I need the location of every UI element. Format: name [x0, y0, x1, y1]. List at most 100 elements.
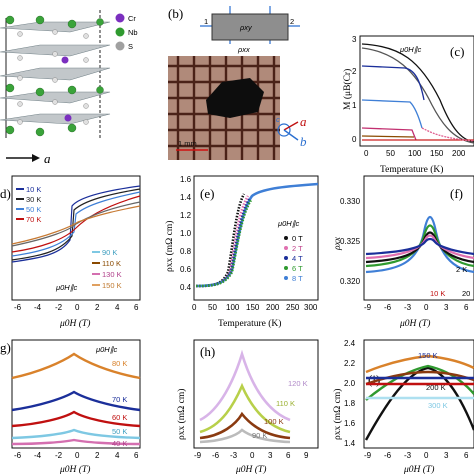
svg-text:-2: -2 — [55, 451, 63, 460]
legend-nb: Nb — [128, 28, 138, 37]
svg-text:30 K: 30 K — [26, 195, 41, 204]
svg-text:-9: -9 — [194, 451, 202, 460]
svg-text:300 K: 300 K — [428, 401, 448, 410]
panel-a-crystal: a Cr Nb S — [0, 10, 138, 166]
svg-text:3: 3 — [444, 303, 449, 312]
svg-text:0: 0 — [75, 303, 80, 312]
panel-e-ylabel: ρxx (mΩ cm) — [164, 221, 175, 272]
svg-text:110 K: 110 K — [102, 259, 121, 268]
svg-text:150: 150 — [430, 149, 444, 158]
svg-text:1.0: 1.0 — [180, 229, 192, 238]
panel-i-mr: (i) ρxx (mΩ cm) μ0H (T) -9 -6 -3 0 3 6 1… — [332, 339, 474, 474]
svg-text:1.4: 1.4 — [180, 193, 192, 202]
svg-text:4: 4 — [115, 303, 120, 312]
svg-text:50 K: 50 K — [112, 427, 127, 436]
svg-text:-6: -6 — [384, 303, 392, 312]
svg-text:70 K: 70 K — [112, 395, 127, 404]
svg-text:6: 6 — [134, 451, 139, 460]
svg-text:300: 300 — [304, 303, 318, 312]
svg-text:9: 9 — [304, 451, 309, 460]
legend-s: S — [128, 42, 133, 51]
panel-c-label: (c) — [450, 44, 464, 59]
svg-text:0: 0 — [424, 303, 429, 312]
svg-text:0.8: 0.8 — [180, 247, 192, 256]
svg-text:6: 6 — [286, 451, 291, 460]
svg-text:1.8: 1.8 — [344, 399, 356, 408]
svg-text:-3: -3 — [404, 303, 412, 312]
svg-text:70 K: 70 K — [26, 215, 41, 224]
svg-text:50: 50 — [386, 149, 395, 158]
svg-text:c: c — [276, 115, 280, 124]
svg-text:1.2: 1.2 — [180, 211, 192, 220]
svg-text:3: 3 — [352, 35, 357, 44]
legend-cr: Cr — [128, 14, 136, 23]
svg-text:6 T: 6 T — [292, 264, 303, 273]
svg-text:50 K: 50 K — [26, 205, 41, 214]
svg-text:10 K: 10 K — [26, 185, 41, 194]
svg-text:2: 2 — [95, 303, 100, 312]
svg-text:90 K: 90 K — [102, 248, 117, 257]
panel-g-xlabel: μ0H (T) — [59, 464, 90, 474]
svg-text:-3: -3 — [404, 451, 412, 460]
svg-text:0.325: 0.325 — [340, 237, 361, 246]
svg-text:0.4: 0.4 — [180, 283, 192, 292]
panel-b-device: (b) 1 2 ρxy ρxx 1 mm a b c — [168, 6, 307, 160]
svg-text:b: b — [300, 134, 307, 149]
svg-text:-3: -3 — [230, 451, 238, 460]
svg-text:1.6: 1.6 — [180, 175, 192, 184]
svg-text:-2: -2 — [55, 303, 63, 312]
svg-text:10 K: 10 K — [430, 289, 445, 298]
svg-text:6: 6 — [134, 303, 139, 312]
svg-text:1: 1 — [352, 101, 357, 110]
svg-text:2: 2 — [352, 67, 357, 76]
svg-text:2.2: 2.2 — [344, 359, 356, 368]
rho-xy-label: ρxy — [239, 23, 253, 32]
svg-text:-9: -9 — [364, 303, 372, 312]
panel-e-label: (e) — [200, 186, 214, 201]
panel-f-label: (f) — [450, 186, 463, 201]
svg-text:2: 2 — [290, 17, 294, 26]
svg-text:μ0H∥c: μ0H∥c — [277, 219, 299, 228]
panel-g-label: g) — [0, 340, 11, 355]
svg-text:100: 100 — [226, 303, 240, 312]
svg-text:0: 0 — [352, 135, 357, 144]
panel-f-ylabel: ρxx — [333, 236, 343, 251]
svg-text:130 K: 130 K — [102, 270, 122, 279]
panel-h-mr: (h) ρxx (mΩ cm) μ0H (T) -9 -6 -3 0 3 6 9… — [176, 339, 319, 474]
svg-text:μ0H∥c: μ0H∥c — [95, 345, 117, 354]
panel-e-xlabel: Temperature (K) — [218, 318, 281, 329]
panel-f-xlabel: μ0H (T) — [399, 318, 430, 329]
svg-text:0: 0 — [75, 451, 80, 460]
svg-text:40 K: 40 K — [112, 439, 127, 448]
svg-text:μ0H∥c: μ0H∥c — [399, 45, 421, 54]
svg-text:0: 0 — [424, 451, 429, 460]
svg-text:80 K: 80 K — [112, 359, 127, 368]
svg-text:1.6: 1.6 — [344, 419, 356, 428]
svg-text:-9: -9 — [364, 451, 372, 460]
svg-text:-6: -6 — [384, 451, 392, 460]
panel-b-label: (b) — [168, 6, 183, 21]
panel-d-hall: d) μ0H∥c μ0H (T) -6 -4 -2 0 2 4 6 10 K 3… — [0, 175, 141, 329]
svg-text:90 K: 90 K — [252, 431, 267, 440]
svg-text:3: 3 — [444, 451, 449, 460]
svg-text:a: a — [300, 114, 307, 129]
svg-text:μ0H∥c: μ0H∥c — [55, 283, 77, 292]
panel-c-ylabel: M (μB(Cr) — [342, 69, 353, 110]
panel-d-label: d) — [0, 186, 11, 201]
svg-text:110 K: 110 K — [276, 399, 295, 408]
svg-text:200: 200 — [452, 149, 466, 158]
svg-text:100 K: 100 K — [264, 417, 284, 426]
svg-text:150 K: 150 K — [102, 281, 122, 290]
svg-text:-6: -6 — [14, 451, 22, 460]
panel-h-ylabel: ρxx (mΩ cm) — [176, 389, 187, 440]
svg-text:60 K: 60 K — [112, 413, 127, 422]
svg-text:2.4: 2.4 — [344, 339, 356, 348]
svg-text:20: 20 — [462, 289, 470, 298]
svg-text:2: 2 — [95, 451, 100, 460]
svg-text:2.0: 2.0 — [344, 379, 356, 388]
svg-text:3: 3 — [268, 451, 273, 460]
svg-text:200 K: 200 K — [426, 383, 446, 392]
panel-f-mr-low-t: (f) ρxx μ0H (T) -9 -6 -3 0 3 6 0.320 0.3… — [333, 175, 474, 329]
svg-text:120 K: 120 K — [288, 379, 308, 388]
svg-text:-4: -4 — [34, 303, 42, 312]
